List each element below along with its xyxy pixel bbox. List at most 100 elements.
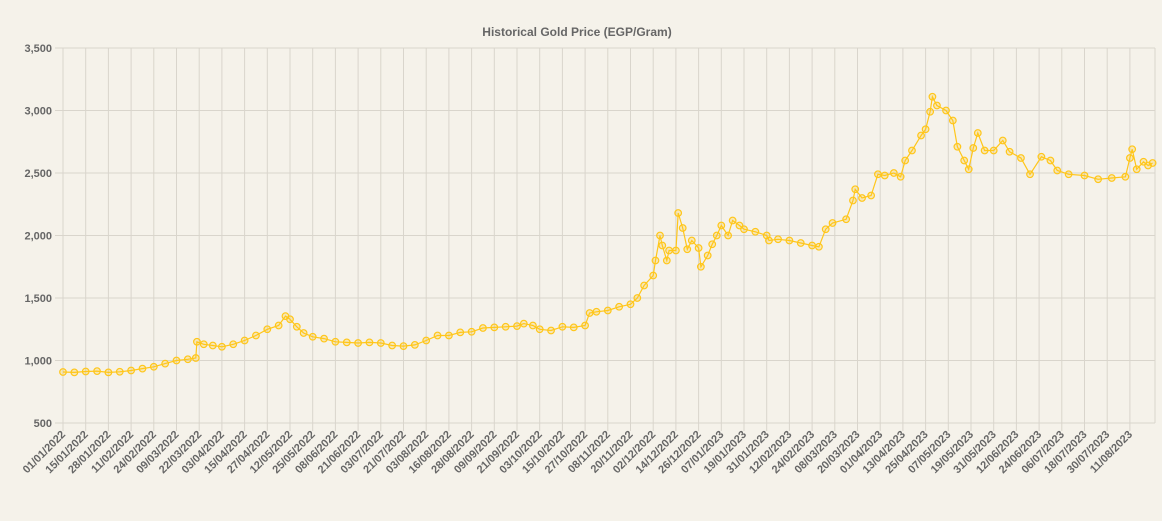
data-point	[1037, 152, 1046, 161]
data-point	[926, 107, 935, 116]
x-axis: 01/01/202215/01/202228/01/202211/02/2022…	[21, 429, 1135, 476]
data-point	[662, 256, 671, 265]
data-point	[286, 315, 294, 324]
data-point	[765, 236, 773, 245]
data-point	[708, 240, 717, 249]
data-point	[672, 246, 680, 255]
data-point	[299, 329, 308, 337]
data-point	[785, 236, 794, 245]
data-point	[717, 221, 726, 230]
data-point	[973, 129, 982, 137]
data-point	[292, 322, 301, 331]
data-point	[815, 242, 823, 251]
data-point	[696, 262, 705, 271]
data-point	[1026, 170, 1034, 179]
data-point	[880, 171, 889, 180]
data-point	[70, 368, 79, 377]
data-point	[208, 341, 217, 350]
data-point	[842, 215, 851, 224]
data-point	[828, 219, 837, 227]
data-point	[896, 172, 905, 181]
data-point	[933, 101, 941, 110]
data-point	[422, 336, 431, 345]
data-point	[658, 241, 667, 250]
data-point	[1005, 147, 1014, 156]
data-point	[626, 300, 635, 309]
data-point	[331, 337, 340, 346]
data-point	[1132, 165, 1141, 174]
data-point	[751, 227, 760, 236]
data-point	[948, 116, 957, 125]
data-point	[796, 239, 805, 247]
data-point	[969, 144, 978, 152]
data-point	[774, 235, 782, 244]
data-point	[998, 136, 1007, 145]
data-point	[193, 337, 201, 346]
data-point	[229, 340, 238, 349]
data-point	[569, 323, 578, 332]
data-point	[942, 106, 950, 115]
data-point	[1125, 154, 1134, 162]
data-point	[964, 165, 973, 174]
data-point	[821, 225, 830, 234]
data-point	[263, 325, 272, 334]
y-tick-label: 1,000	[24, 356, 52, 368]
y-tick-label: 2,500	[24, 168, 52, 180]
data-point	[240, 336, 249, 345]
data-point	[456, 328, 465, 337]
data-point	[953, 142, 962, 151]
data-point	[889, 169, 898, 177]
data-point	[115, 367, 124, 376]
data-point	[479, 324, 487, 332]
data-point	[172, 356, 181, 365]
series-gold-price	[59, 92, 1157, 377]
data-point	[376, 339, 385, 347]
data-point	[674, 209, 683, 217]
data-point	[581, 321, 589, 330]
data-point	[433, 331, 442, 340]
data-point	[1053, 166, 1062, 175]
data-point	[1080, 171, 1089, 180]
data-point	[687, 236, 696, 245]
data-point	[138, 364, 147, 373]
data-point	[410, 340, 419, 349]
data-point	[501, 322, 510, 331]
data-point	[615, 302, 624, 311]
data-point	[535, 325, 544, 334]
data-point	[547, 326, 555, 335]
data-point	[191, 354, 200, 362]
data-point	[490, 323, 499, 332]
data-point	[656, 231, 664, 240]
data-point	[928, 92, 937, 101]
data-point	[851, 185, 860, 194]
data-point	[217, 342, 226, 351]
data-point	[445, 331, 453, 340]
data-point	[874, 170, 882, 179]
data-point	[917, 131, 925, 140]
data-point	[740, 225, 748, 234]
data-point	[274, 321, 283, 330]
grid	[55, 47, 1156, 431]
y-tick-label: 3,000	[24, 106, 52, 118]
data-point	[921, 125, 930, 134]
data-point	[59, 368, 67, 376]
data-point	[980, 146, 989, 155]
y-tick-label: 2,000	[24, 231, 52, 243]
data-point	[519, 319, 528, 328]
data-point	[683, 245, 692, 254]
data-point	[867, 191, 876, 200]
data-point	[694, 244, 703, 252]
y-axis: 500 1,000 1,500 2,000 2,500 3,000 3,500	[24, 43, 52, 430]
data-point	[183, 355, 192, 364]
data-point	[603, 306, 612, 315]
data-point	[1121, 172, 1130, 181]
data-point	[104, 368, 113, 377]
data-point	[81, 367, 90, 376]
data-point	[308, 332, 317, 341]
data-point	[960, 156, 969, 165]
data-point	[127, 366, 136, 375]
data-point	[901, 156, 910, 165]
data-point	[665, 246, 673, 255]
data-point	[649, 271, 658, 280]
